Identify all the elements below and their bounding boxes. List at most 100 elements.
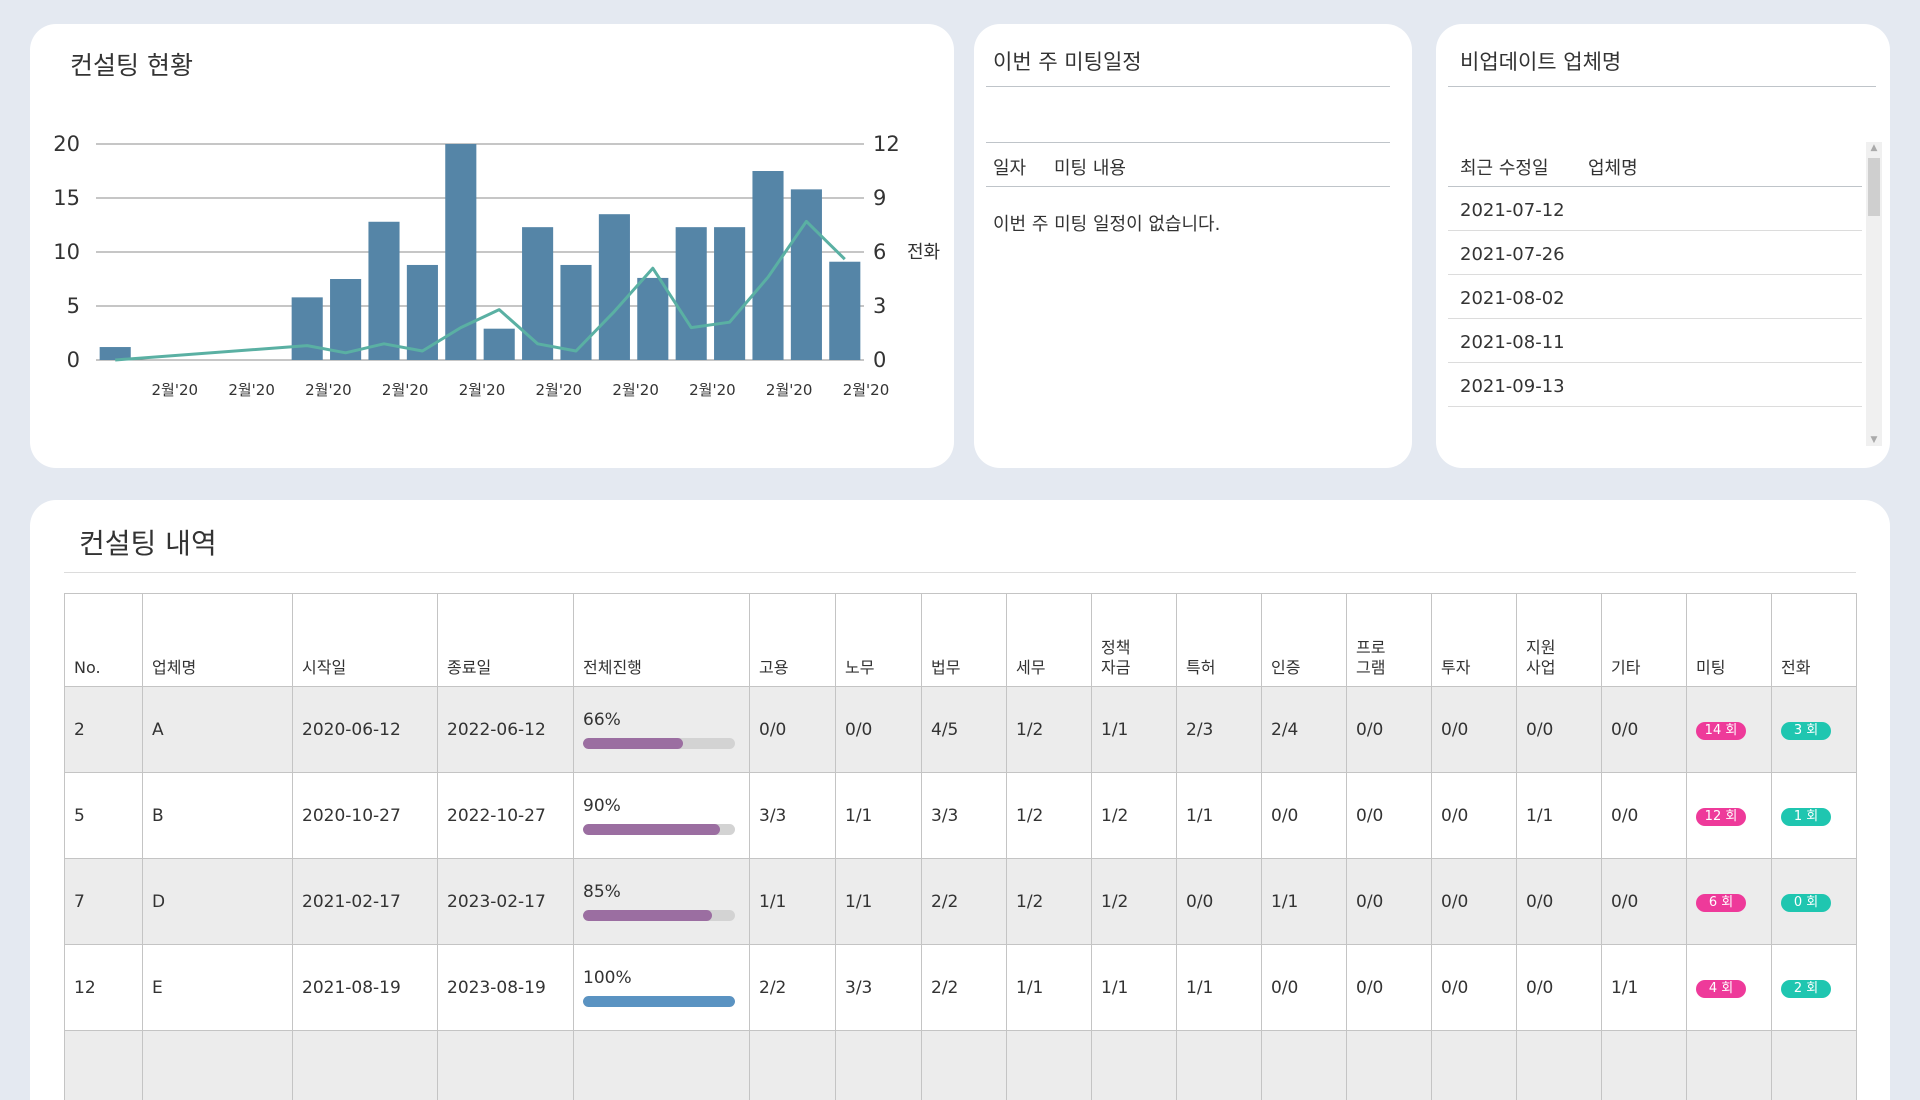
call-count-badge[interactable]: 2 회: [1781, 980, 1831, 998]
scroll-thumb[interactable]: [1868, 158, 1880, 216]
cell-empty: [1517, 1031, 1602, 1100]
x-tick-label: 2월'20: [536, 381, 583, 399]
x-tick-label: 2월'20: [152, 381, 199, 399]
cell-empty: [574, 1031, 750, 1100]
cell-count: 0/0: [1177, 859, 1262, 945]
meeting-count-badge[interactable]: 14 회: [1696, 722, 1746, 740]
cell-meeting: 4 회: [1687, 945, 1772, 1031]
cell-empty: [1772, 1031, 1857, 1100]
cell-count: 0/0: [1347, 945, 1432, 1031]
column-header: No.: [65, 594, 143, 687]
cell-no: 7: [65, 859, 143, 945]
column-header: 정책 자금: [1092, 594, 1177, 687]
cell-count: 2/2: [922, 945, 1007, 1031]
call-count-badge[interactable]: 0 회: [1781, 894, 1831, 912]
cell-count: 1/1: [1007, 945, 1092, 1031]
cell-start-date: 2020-10-27: [293, 773, 438, 859]
cell-company: D: [143, 859, 293, 945]
y2-tick-label: 3: [873, 294, 886, 318]
cell-count: 0/0: [1432, 859, 1517, 945]
column-header: 특허: [1177, 594, 1262, 687]
divider: [1448, 362, 1862, 363]
cell-end-date: 2023-02-17: [438, 859, 574, 945]
meeting-count-badge[interactable]: 4 회: [1696, 980, 1746, 998]
scroll-up-arrow-icon[interactable]: ▲: [1866, 142, 1882, 154]
cell-company: E: [143, 945, 293, 1031]
cell-empty: [1262, 1031, 1347, 1100]
divider: [1448, 406, 1862, 407]
cell-count: 2/2: [750, 945, 836, 1031]
cell-count: 1/2: [1007, 773, 1092, 859]
scroll-down-arrow-icon[interactable]: ▼: [1866, 434, 1882, 446]
cell-count: 2/4: [1262, 687, 1347, 773]
progress-value: 100%: [583, 968, 749, 988]
cell-call: 3 회: [1772, 687, 1857, 773]
cell-end-date: 2022-10-27: [438, 773, 574, 859]
update-row-date: 2021-07-26: [1460, 244, 1565, 265]
meeting-empty-message: 이번 주 미팅 일정이 없습니다.: [993, 210, 1220, 236]
cell-empty: [1602, 1031, 1687, 1100]
y2-tick-label: 12: [873, 132, 900, 156]
divider: [1448, 274, 1862, 275]
chart-bar: [752, 171, 783, 360]
call-count-badge[interactable]: 3 회: [1781, 722, 1831, 740]
cell-empty: [1687, 1031, 1772, 1100]
y-tick-label: 20: [53, 132, 80, 156]
y2-tick-label: 6: [873, 240, 886, 264]
cell-call: 2 회: [1772, 945, 1857, 1031]
chart-bar: [522, 227, 553, 360]
column-header: 인증: [1262, 594, 1347, 687]
cell-progress: 85%: [574, 859, 750, 945]
meeting-count-badge[interactable]: 12 회: [1696, 808, 1746, 826]
divider: [986, 186, 1390, 187]
cell-empty: [1347, 1031, 1432, 1100]
table-row-empty: [65, 1031, 1857, 1100]
column-header: 전화: [1772, 594, 1857, 687]
progress-value: 66%: [583, 710, 749, 730]
cell-count: 0/0: [1602, 687, 1687, 773]
progress-value: 90%: [583, 796, 749, 816]
cell-no: 5: [65, 773, 143, 859]
call-count-badge[interactable]: 1 회: [1781, 808, 1831, 826]
non-updated-title: 비업데이트 업체명: [1460, 46, 1621, 76]
update-row-date: 2021-07-12: [1460, 200, 1565, 221]
y2-tick-label: 0: [873, 348, 886, 372]
cell-count: 2/2: [922, 859, 1007, 945]
cell-count: 0/0: [1262, 773, 1347, 859]
cell-progress: 90%: [574, 773, 750, 859]
update-row-date: 2021-09-13: [1460, 376, 1565, 397]
y2-axis-label: 전화: [907, 242, 940, 263]
column-header: 노무: [836, 594, 922, 687]
cell-count: 1/1: [1177, 773, 1262, 859]
chart-bar: [714, 227, 745, 360]
x-tick-label: 2월'20: [382, 381, 429, 399]
x-tick-label: 2월'20: [612, 381, 659, 399]
divider: [1448, 186, 1862, 187]
column-header: 법무: [922, 594, 1007, 687]
cell-count: 3/3: [836, 945, 922, 1031]
cell-start-date: 2021-02-17: [293, 859, 438, 945]
progress-bar: [583, 738, 735, 749]
update-list-scrollbar[interactable]: ▲ ▼: [1866, 142, 1882, 446]
cell-count: 1/1: [1092, 945, 1177, 1031]
y-tick-label: 5: [67, 294, 80, 318]
cell-count: 0/0: [1602, 859, 1687, 945]
consulting-history-title: 컨설팅 내역: [79, 522, 217, 562]
divider: [64, 572, 1856, 573]
x-tick-label: 2월'20: [766, 381, 813, 399]
cell-progress: 100%: [574, 945, 750, 1031]
divider: [1448, 230, 1862, 231]
meeting-count-badge[interactable]: 6 회: [1696, 894, 1746, 912]
column-header: 시작일: [293, 594, 438, 687]
cell-start-date: 2021-08-19: [293, 945, 438, 1031]
y-tick-label: 10: [53, 240, 80, 264]
x-tick-label: 2월'20: [843, 381, 890, 399]
